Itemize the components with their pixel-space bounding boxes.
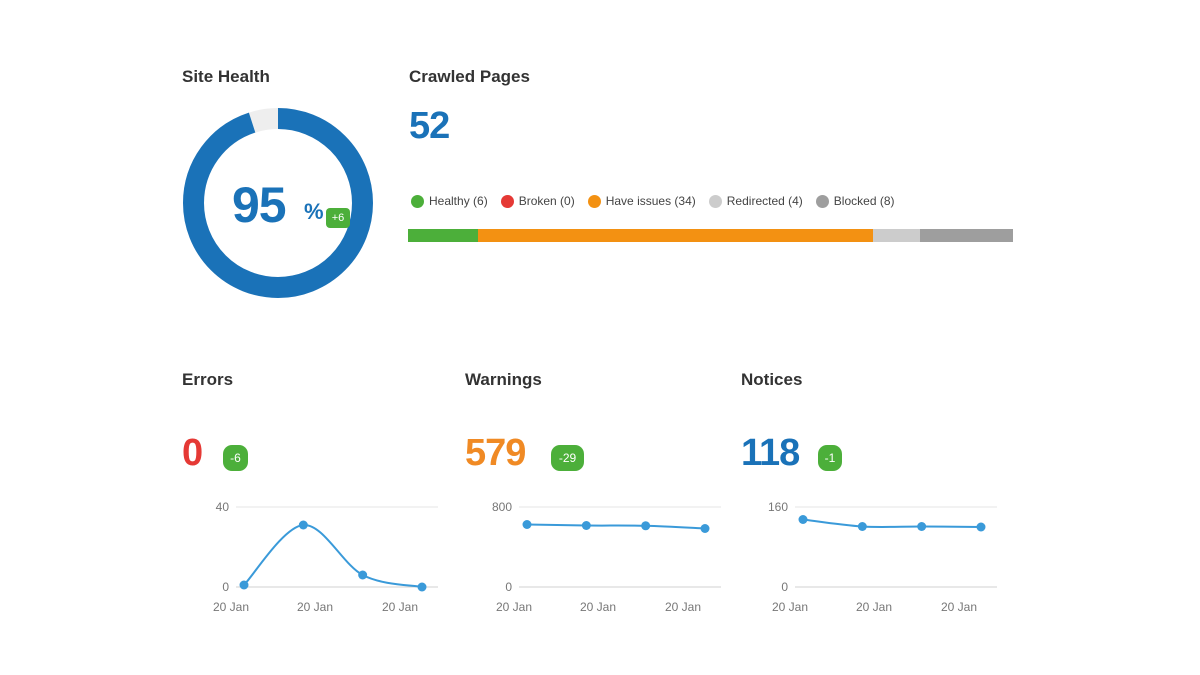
errors-xtick-label: 20 Jan — [213, 600, 249, 614]
broken-dot-icon — [500, 194, 514, 208]
notices-data-point[interactable] — [857, 522, 867, 531]
notices-xtick-label: 20 Jan — [941, 600, 977, 614]
warnings-data-point[interactable] — [522, 520, 532, 529]
notices-chart: 160 0 20 Jan 20 Jan 20 Jan — [768, 500, 997, 614]
warnings-ytick-label: 0 — [505, 580, 512, 594]
errors-xtick-label: 20 Jan — [297, 600, 333, 614]
errors-data-point[interactable] — [239, 580, 249, 590]
bar-segment-blocked[interactable] — [919, 229, 1013, 242]
errors-data-point[interactable] — [358, 570, 368, 580]
warnings-xtick-label: 20 Jan — [496, 600, 532, 614]
errors-data-point[interactable] — [298, 520, 308, 530]
notices-ytick-label: 160 — [768, 500, 788, 514]
legend-redirected-label: Redirected (4) — [726, 194, 803, 208]
legend-blocked[interactable]: Blocked (8) — [815, 194, 895, 208]
blocked-dot-icon — [815, 194, 829, 208]
site-health-change-badge: +6 — [326, 208, 350, 228]
redirected-dot-icon — [708, 194, 722, 208]
errors-ytick-label: 0 — [222, 580, 229, 594]
crawled-legend: Healthy (6) Broken (0) Have issues (34) … — [411, 194, 895, 208]
legend-broken[interactable]: Broken (0) — [500, 194, 575, 208]
warnings-series-line — [526, 523, 706, 530]
errors-change-badge: -6 — [223, 445, 248, 471]
warnings-data-point[interactable] — [641, 521, 651, 531]
crawled-pages-title: Crawled Pages — [409, 67, 530, 86]
crawled-distribution-bar — [408, 229, 1013, 242]
notices-data-point[interactable] — [917, 522, 927, 531]
site-health-unit: % — [304, 199, 324, 224]
site-health-title: Site Health — [182, 67, 270, 86]
notices-series-line — [802, 518, 982, 528]
warnings-change-badge: -29 — [551, 445, 584, 471]
warnings-value: 579 — [465, 432, 526, 474]
legend-have-issues[interactable]: Have issues (34) — [587, 194, 696, 208]
legend-healthy[interactable]: Healthy (6) — [411, 194, 488, 208]
healthy-dot-icon — [411, 194, 424, 208]
bar-segment-have-issues[interactable] — [477, 229, 874, 242]
site-health-value: 95 — [232, 177, 287, 233]
legend-blocked-label: Blocked (8) — [833, 194, 895, 208]
warnings-chart: 800 0 20 Jan 20 Jan 20 Jan — [492, 500, 721, 614]
errors-title: Errors — [182, 370, 234, 389]
errors-series-line — [243, 523, 423, 588]
notices-value: 118 — [741, 432, 800, 474]
warnings-title: Warnings — [465, 370, 542, 389]
errors-ytick-label: 40 — [216, 500, 230, 514]
errors-xtick-label: 20 Jan — [382, 600, 418, 614]
notices-data-point[interactable] — [976, 522, 986, 532]
notices-data-point[interactable] — [798, 515, 808, 524]
bar-segment-healthy[interactable] — [408, 229, 478, 242]
have-issues-dot-icon — [587, 194, 601, 208]
warnings-data-point[interactable] — [581, 521, 591, 530]
notices-change-badge: -1 — [818, 445, 842, 471]
warnings-xtick-label: 20 Jan — [580, 600, 616, 614]
errors-data-point[interactable] — [417, 582, 427, 592]
legend-broken-label: Broken (0) — [518, 194, 575, 208]
legend-healthy-label: Healthy (6) — [429, 194, 488, 208]
notices-xtick-label: 20 Jan — [856, 600, 892, 614]
bar-segment-redirected[interactable] — [873, 229, 920, 242]
warnings-xtick-label: 20 Jan — [665, 600, 701, 614]
crawled-pages-total: 52 — [409, 105, 450, 147]
notices-title: Notices — [741, 370, 803, 389]
warnings-ytick-label: 800 — [492, 500, 512, 514]
notices-xtick-label: 20 Jan — [772, 600, 808, 614]
notices-ytick-label: 0 — [781, 580, 788, 594]
site-health-donut — [183, 108, 373, 298]
warnings-data-point[interactable] — [700, 524, 710, 533]
donut-value-arc — [183, 108, 373, 298]
errors-value: 0 — [182, 432, 203, 474]
legend-redirected[interactable]: Redirected (4) — [708, 194, 803, 208]
errors-chart: 40 0 20 Jan 20 Jan 20 Jan — [213, 500, 438, 614]
legend-have-issues-label: Have issues (34) — [605, 194, 696, 208]
